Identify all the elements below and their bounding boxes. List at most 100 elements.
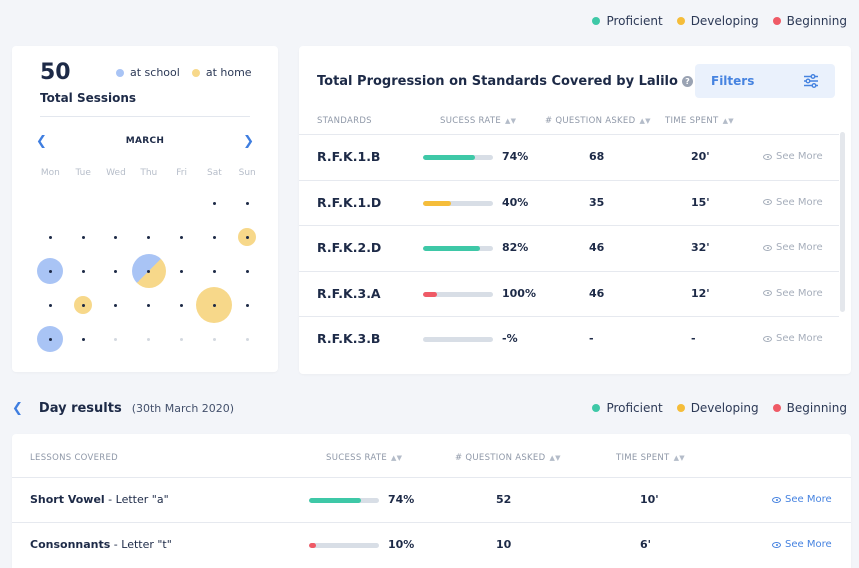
calendar-day[interactable] — [165, 220, 198, 254]
calendar-day[interactable] — [198, 254, 231, 288]
legend-proficient: Proficient — [592, 14, 663, 28]
calendar-day[interactable] — [34, 288, 67, 322]
eye-icon — [772, 496, 781, 503]
day-dot — [212, 235, 216, 239]
legend-developing: Developing — [676, 14, 759, 28]
calendar-day[interactable] — [67, 322, 100, 356]
school-dot-icon — [116, 68, 124, 77]
weekday-label: Fri — [176, 168, 187, 178]
calendar-day[interactable] — [231, 220, 264, 254]
calendar-day[interactable] — [165, 322, 198, 356]
table-row: Consonnants - Letter "t" 10% 10 6' See More — [12, 522, 851, 566]
see-more-link[interactable]: See More — [772, 539, 832, 550]
sessions-count: 50 — [40, 60, 71, 85]
eye-icon — [763, 199, 772, 205]
day-dot — [245, 303, 249, 307]
column-header-time-spent[interactable]: TIME SPENT ▲▼ — [665, 116, 734, 126]
calendar-day[interactable] — [67, 254, 100, 288]
see-more-link[interactable]: See More — [763, 242, 823, 253]
calendar-day[interactable] — [34, 254, 67, 288]
sort-icon[interactable]: ▲▼ — [505, 117, 517, 125]
column-header-success-rate[interactable]: SUCESS RATE ▲▼ — [326, 453, 402, 463]
calendar-day[interactable] — [165, 288, 198, 322]
day-dot — [114, 269, 118, 273]
day-dot — [147, 337, 151, 341]
sliders-icon — [804, 74, 818, 88]
calendar-day[interactable] — [198, 186, 231, 220]
progression-card: Total Progression on Standards Covered b… — [299, 46, 851, 374]
calendar-day[interactable] — [231, 254, 264, 288]
standard-code: R.F.K.1.B — [317, 149, 381, 164]
column-label: # QUESTION ASKED — [545, 116, 636, 126]
calendar-day[interactable] — [198, 322, 231, 356]
column-header-questions[interactable]: # QUESTION ASKED ▲▼ — [455, 453, 561, 463]
calendar-day[interactable] — [132, 288, 165, 322]
day-dot — [180, 235, 184, 239]
progression-title: Total Progression on Standards Covered b… — [317, 74, 693, 89]
calendar-day[interactable] — [196, 287, 233, 323]
calendar-day[interactable] — [231, 322, 264, 356]
mastery-legend: Proficient Developing Beginning — [592, 14, 847, 28]
chevron-left-icon[interactable]: ❮ — [36, 134, 47, 149]
chevron-left-icon[interactable]: ❮ — [12, 401, 23, 416]
time-spent-value: 6' — [640, 538, 652, 551]
calendar-day[interactable] — [34, 322, 67, 356]
column-header-lessons[interactable]: LESSONS COVERED — [30, 453, 118, 463]
questions-asked-value: 68 — [589, 150, 605, 163]
divider — [40, 116, 250, 117]
success-rate-fill — [309, 498, 361, 503]
calendar-day[interactable] — [198, 220, 231, 254]
sort-icon[interactable]: ▲▼ — [722, 117, 734, 125]
calendar-day[interactable] — [67, 288, 100, 322]
standard-code: R.F.K.2.D — [317, 240, 382, 255]
chevron-right-icon[interactable]: ❯ — [243, 134, 254, 149]
day-dot — [212, 269, 216, 273]
calendar-day[interactable] — [100, 322, 133, 356]
success-rate-bar — [423, 246, 493, 251]
calendar-day[interactable] — [100, 254, 133, 288]
see-more-link[interactable]: See More — [772, 494, 832, 505]
column-header-time-spent[interactable]: TIME SPENT ▲▼ — [616, 453, 685, 463]
legend-label: Beginning — [786, 14, 847, 28]
success-rate-fill — [423, 155, 475, 160]
weekday-label: Thu — [140, 168, 158, 178]
column-header-standards[interactable]: STANDARDS — [317, 116, 372, 126]
eye-icon — [763, 153, 772, 160]
day-dot — [114, 235, 118, 239]
day-dot — [180, 337, 184, 341]
calendar-day[interactable] — [100, 288, 133, 322]
calendar-day[interactable] — [131, 254, 166, 288]
day-dot — [212, 201, 216, 205]
calendar-day[interactable] — [100, 220, 133, 254]
see-more-link[interactable]: See More — [763, 288, 823, 299]
see-more-link[interactable]: See More — [763, 197, 823, 208]
calendar-day[interactable] — [132, 220, 165, 254]
see-more-link[interactable]: See More — [763, 333, 823, 344]
help-icon[interactable]: ? — [681, 76, 693, 87]
calendar-day[interactable] — [165, 254, 198, 288]
day-results-header: ❮ Day results (30th March 2020) — [12, 401, 234, 416]
sort-icon[interactable]: ▲▼ — [549, 454, 561, 462]
sort-icon[interactable]: ▲▼ — [639, 117, 651, 125]
calendar-day[interactable] — [34, 220, 67, 254]
calendar-day[interactable] — [231, 288, 264, 322]
filters-button[interactable]: Filters — [695, 64, 835, 98]
legend-label: Proficient — [606, 14, 663, 28]
calendar-day[interactable] — [231, 186, 264, 220]
day-results-title: Day results — [38, 401, 122, 416]
column-header-success-rate[interactable]: SUCESS RATE ▲▼ — [440, 116, 516, 126]
sort-icon[interactable]: ▲▼ — [391, 454, 403, 462]
calendar-day[interactable] — [132, 322, 165, 356]
sort-icon[interactable]: ▲▼ — [673, 454, 685, 462]
developing-dot-icon — [676, 404, 685, 412]
eye-icon — [763, 290, 772, 296]
mastery-legend: Proficient Developing Beginning — [592, 401, 847, 415]
table-row: R.F.K.3.B -% - - See More — [299, 316, 839, 362]
column-header-questions[interactable]: # QUESTION ASKED ▲▼ — [545, 116, 651, 126]
success-rate-bar — [309, 543, 379, 548]
developing-dot-icon — [676, 17, 685, 25]
column-label: STANDARDS — [317, 116, 372, 126]
see-more-link[interactable]: See More — [763, 151, 823, 162]
calendar-day[interactable] — [67, 220, 100, 254]
scrollbar[interactable] — [840, 132, 845, 312]
